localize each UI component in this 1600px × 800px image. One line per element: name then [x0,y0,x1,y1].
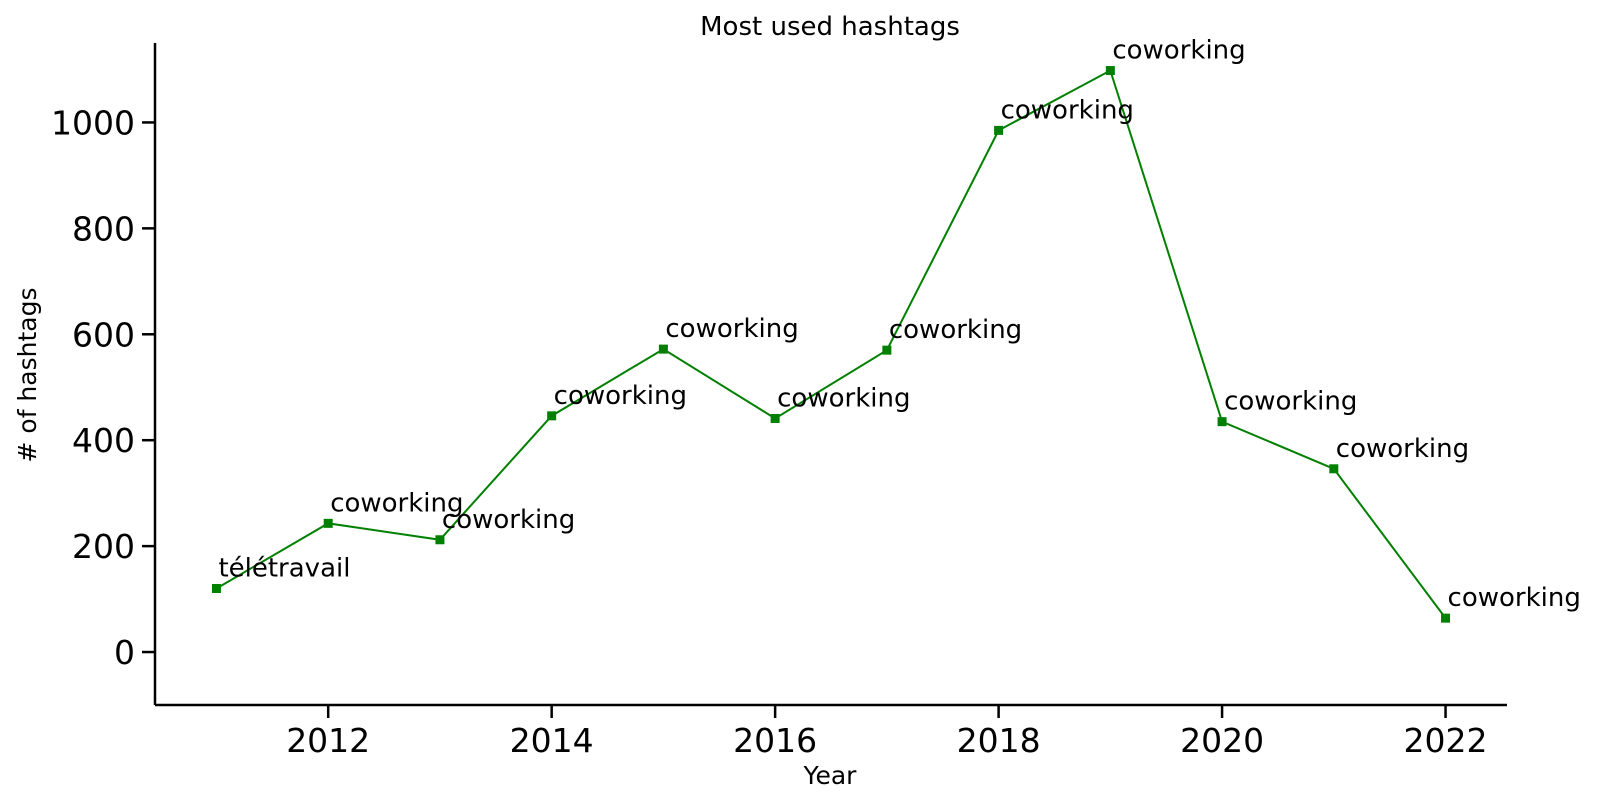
series-group [211,66,1451,623]
x-ticks: 2012 2014 2016 2018 2020 2022 [286,705,1488,760]
data-point-marker [1105,66,1115,76]
data-point-label: coworking [442,505,575,535]
data-point-label: coworking [1336,434,1469,464]
data-point-marker [658,344,668,354]
data-point-label: télétravail [218,553,350,583]
data-point-label: coworking [777,383,910,413]
data-point-label: coworking [1001,95,1134,125]
x-tick-label: 2012 [286,721,370,760]
y-tick-label: 0 [114,633,135,672]
data-point-marker [1441,613,1451,623]
y-tick-label: 800 [72,209,135,248]
data-point-marker [994,125,1004,135]
data-point-label: coworking [330,488,463,518]
x-tick-label: 2014 [510,721,594,760]
point-labels: télétravailcoworkingcoworkingcoworkingco… [218,36,1580,614]
y-tick-label: 400 [72,421,135,460]
data-point-marker [882,345,892,355]
y-axis-label: # of hashtags [13,288,42,463]
data-point-marker [211,583,221,593]
data-point-label: coworking [1448,583,1581,613]
chart-title: Most used hashtags [700,12,960,42]
data-point-marker [1217,417,1227,427]
data-point-marker [435,535,445,545]
data-point-marker [770,413,780,423]
x-axis-label: Year [803,761,858,790]
y-tick-label: 1000 [51,103,135,142]
data-point-label: coworking [889,315,1022,345]
data-point-label: coworking [1224,387,1357,417]
x-tick-label: 2018 [957,721,1041,760]
x-tick-label: 2022 [1404,721,1488,760]
data-point-label: coworking [1112,36,1245,66]
data-point-marker [1329,464,1339,474]
data-point-label: coworking [665,314,798,344]
y-tick-label: 600 [72,315,135,354]
y-ticks: 0 200 400 600 800 1000 [51,103,155,672]
data-point-marker [547,411,557,421]
y-tick-label: 200 [72,527,135,566]
data-point-marker [323,518,333,528]
x-tick-label: 2020 [1180,721,1264,760]
series-line [215,69,1447,619]
data-point-label: coworking [554,381,687,411]
x-tick-label: 2016 [733,721,817,760]
